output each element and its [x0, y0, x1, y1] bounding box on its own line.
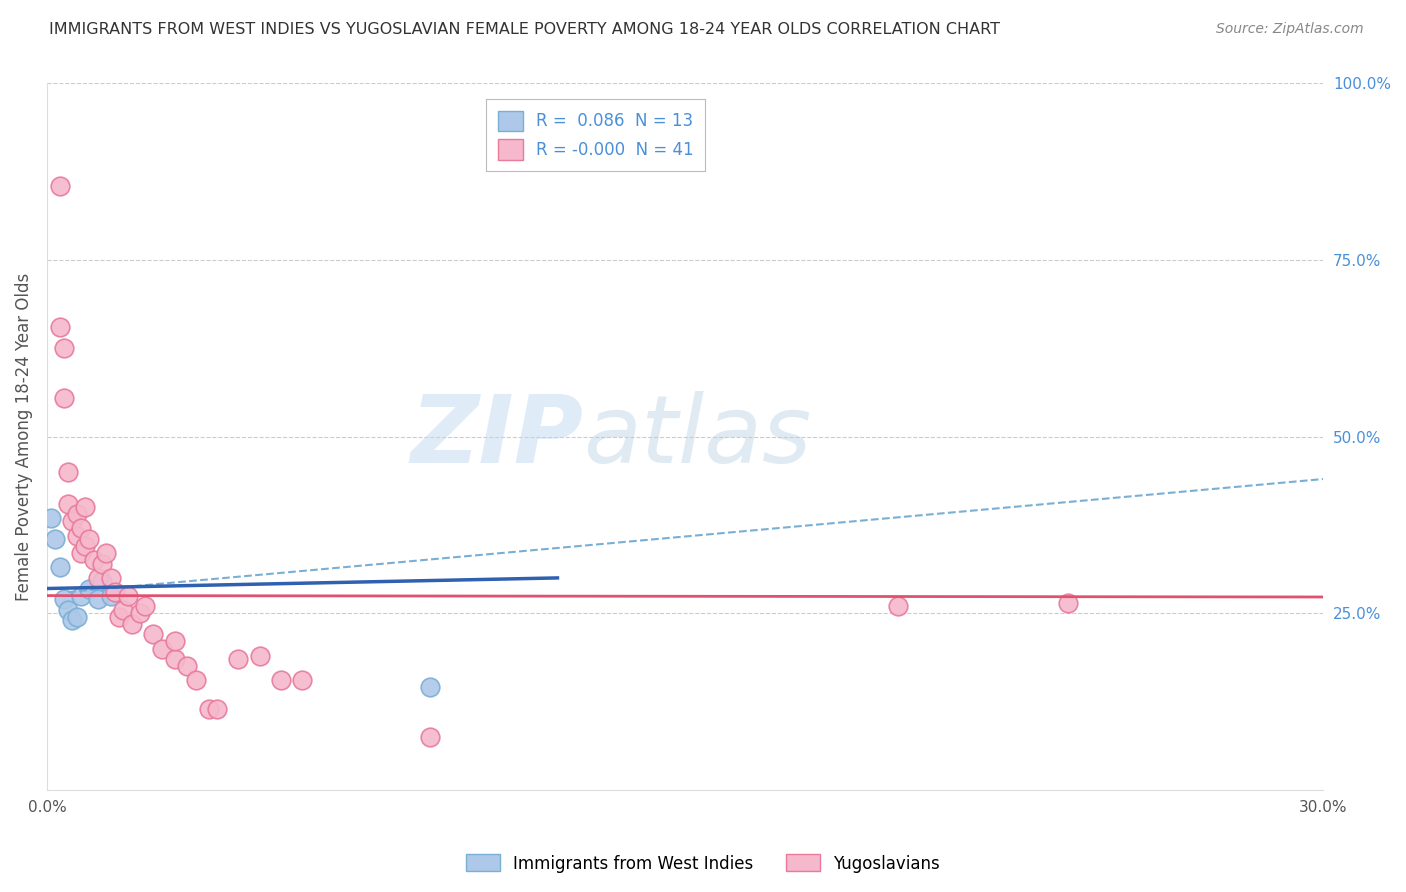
Point — [56, 465, 79, 479]
Point — [75, 539, 97, 553]
Point — [48, 560, 70, 574]
Point — [104, 585, 127, 599]
Point — [44, 532, 66, 546]
Point — [163, 634, 186, 648]
Point — [79, 532, 101, 546]
Point — [79, 582, 101, 596]
Point — [108, 609, 131, 624]
Point — [887, 599, 910, 614]
Point — [142, 627, 165, 641]
Point — [91, 574, 114, 589]
Point — [100, 571, 122, 585]
Point — [66, 609, 89, 624]
Point — [39, 511, 62, 525]
Point — [270, 673, 292, 688]
Point — [176, 659, 198, 673]
Point — [70, 521, 93, 535]
Point — [87, 571, 110, 585]
Point — [291, 673, 314, 688]
Point — [66, 528, 89, 542]
Point — [62, 613, 84, 627]
Point — [112, 603, 135, 617]
Legend: R =  0.086  N = 13, R = -0.000  N = 41: R = 0.086 N = 13, R = -0.000 N = 41 — [486, 99, 706, 171]
Point — [96, 546, 118, 560]
Text: ZIP: ZIP — [411, 391, 583, 483]
Point — [163, 652, 186, 666]
Point — [52, 342, 75, 356]
Point — [70, 546, 93, 560]
Point — [228, 652, 250, 666]
Point — [419, 730, 441, 744]
Point — [197, 701, 219, 715]
Point — [100, 589, 122, 603]
Point — [419, 681, 441, 695]
Point — [205, 701, 228, 715]
Point — [52, 592, 75, 607]
Point — [56, 603, 79, 617]
Point — [129, 606, 152, 620]
Point — [52, 391, 75, 405]
Point — [121, 616, 143, 631]
Point — [184, 673, 207, 688]
Point — [66, 508, 89, 522]
Point — [117, 589, 139, 603]
Text: IMMIGRANTS FROM WEST INDIES VS YUGOSLAVIAN FEMALE POVERTY AMONG 18-24 YEAR OLDS : IMMIGRANTS FROM WEST INDIES VS YUGOSLAVI… — [49, 22, 1000, 37]
Point — [48, 178, 70, 193]
Y-axis label: Female Poverty Among 18-24 Year Olds: Female Poverty Among 18-24 Year Olds — [15, 273, 32, 601]
Text: Source: ZipAtlas.com: Source: ZipAtlas.com — [1216, 22, 1364, 37]
Point — [150, 641, 173, 656]
Point — [70, 589, 93, 603]
Point — [1057, 596, 1080, 610]
Point — [75, 500, 97, 515]
Point — [249, 648, 271, 663]
Point — [134, 599, 156, 614]
Legend: Immigrants from West Indies, Yugoslavians: Immigrants from West Indies, Yugoslavian… — [460, 847, 946, 880]
Point — [62, 515, 84, 529]
Point — [56, 497, 79, 511]
Point — [91, 557, 114, 571]
Text: atlas: atlas — [583, 391, 811, 483]
Point — [87, 592, 110, 607]
Point — [48, 320, 70, 334]
Point — [83, 553, 105, 567]
